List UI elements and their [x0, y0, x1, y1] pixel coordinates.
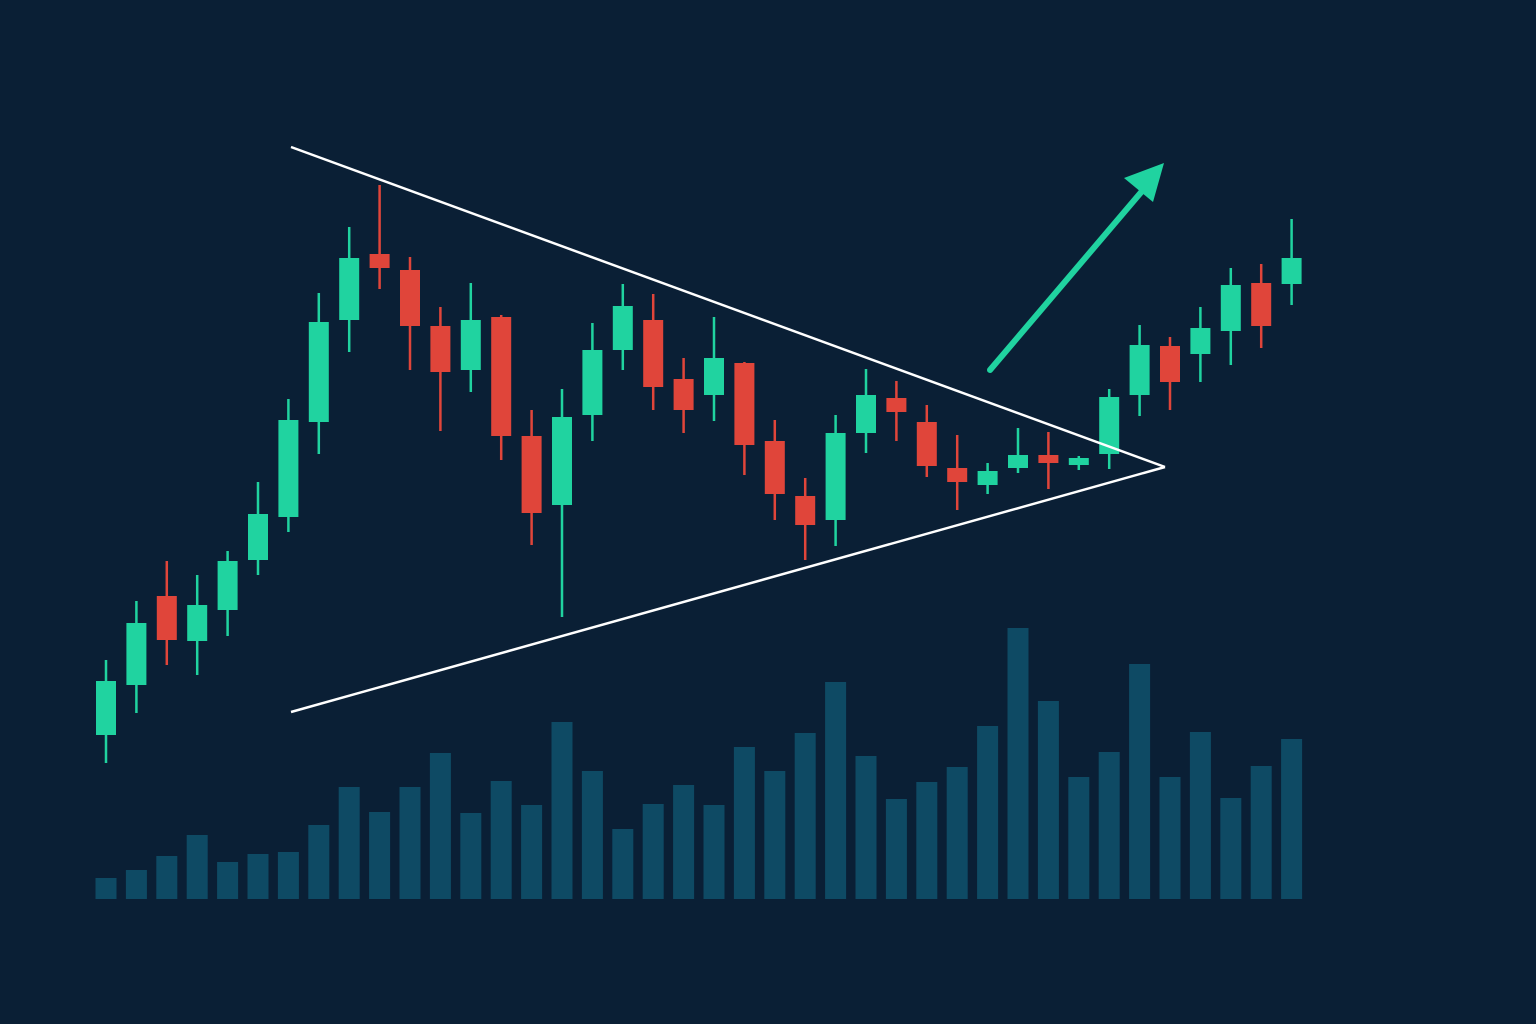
candle-body	[1129, 345, 1150, 395]
volume-bar	[946, 767, 968, 899]
volume-layer	[95, 628, 1303, 899]
breakout-arrow-head	[1124, 163, 1164, 202]
candle-body	[187, 605, 208, 641]
candle-body	[704, 358, 724, 395]
volume-bar	[977, 726, 999, 899]
volume-bar	[855, 756, 877, 899]
volume-bar	[369, 812, 391, 899]
candle-body	[1008, 455, 1028, 468]
volume-bar	[1007, 628, 1029, 899]
candle-body	[126, 623, 147, 685]
volume-bar	[277, 852, 299, 899]
volume-bar	[1098, 752, 1120, 899]
candle-body	[1190, 328, 1211, 354]
volume-bar	[1250, 766, 1272, 899]
candle-body	[795, 496, 816, 525]
candle-body	[369, 254, 390, 268]
candle-body	[339, 258, 360, 320]
volume-bar	[764, 771, 786, 899]
volume-bar	[794, 733, 816, 899]
candle-body	[1038, 455, 1059, 463]
volume-bar	[1037, 701, 1059, 899]
candle-body	[96, 681, 116, 735]
candle-body	[1099, 397, 1120, 454]
candle-body	[1220, 285, 1241, 331]
candle-body	[764, 441, 785, 494]
volume-bar	[551, 722, 573, 899]
volume-bar	[125, 870, 147, 899]
candle-body	[825, 433, 846, 520]
candle-body	[673, 379, 694, 410]
volume-bar	[1129, 664, 1151, 899]
candle-body	[400, 270, 420, 326]
candle-layer	[96, 185, 1302, 763]
candle-body	[886, 398, 907, 412]
volume-bar	[186, 835, 208, 899]
candle-body	[734, 363, 755, 445]
volume-bar	[156, 856, 178, 899]
volume-bar	[885, 799, 907, 899]
volume-bar	[581, 771, 603, 899]
candle-body	[217, 561, 238, 610]
volume-bar	[642, 804, 664, 899]
candle-body	[552, 417, 572, 505]
volume-bar	[460, 813, 482, 899]
volume-bar	[916, 782, 938, 899]
volume-bar	[247, 854, 269, 899]
volume-bar	[825, 682, 847, 899]
candle-body	[308, 322, 329, 422]
candle-body	[460, 320, 481, 370]
volume-bar	[1189, 732, 1211, 899]
candle-body	[856, 395, 876, 433]
volume-bar	[673, 785, 695, 899]
breakout-arrow-shaft	[987, 187, 1146, 373]
volume-bar	[703, 805, 725, 899]
candle-body	[916, 422, 937, 466]
volume-bar	[1281, 739, 1303, 899]
volume-bar	[338, 787, 360, 899]
candle-body	[430, 326, 451, 372]
candle-body	[1160, 346, 1180, 382]
volume-bar	[733, 747, 755, 899]
candle-body	[156, 596, 177, 640]
volume-bar	[308, 825, 330, 899]
candle-body	[643, 320, 664, 387]
candle-body	[947, 468, 968, 482]
candle-body	[491, 317, 512, 436]
upper-trendline	[290, 145, 1166, 469]
candle-body	[582, 350, 603, 415]
volume-bar	[1220, 798, 1242, 899]
candle-body	[612, 306, 633, 350]
candle-body	[521, 436, 542, 513]
volume-bar	[95, 878, 117, 899]
candle-body	[1068, 458, 1089, 465]
candle-body	[248, 514, 268, 560]
candle-body	[1251, 283, 1272, 326]
volume-bar	[399, 787, 421, 899]
candle-body	[977, 471, 998, 485]
volume-bar	[612, 829, 634, 899]
volume-bar	[490, 781, 512, 899]
volume-bar	[521, 805, 543, 899]
candle-body	[1281, 258, 1302, 284]
volume-bar	[1068, 777, 1090, 899]
volume-bar	[1159, 777, 1181, 899]
volume-bar	[217, 862, 239, 899]
lower-trendline	[290, 465, 1166, 714]
volume-bar	[429, 753, 451, 899]
candle-body	[278, 420, 299, 517]
